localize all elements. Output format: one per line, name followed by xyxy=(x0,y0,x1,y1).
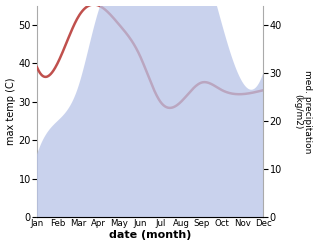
X-axis label: date (month): date (month) xyxy=(109,231,191,240)
Y-axis label: max temp (C): max temp (C) xyxy=(5,78,16,145)
Y-axis label: med. precipitation
(kg/m2): med. precipitation (kg/m2) xyxy=(293,70,313,153)
